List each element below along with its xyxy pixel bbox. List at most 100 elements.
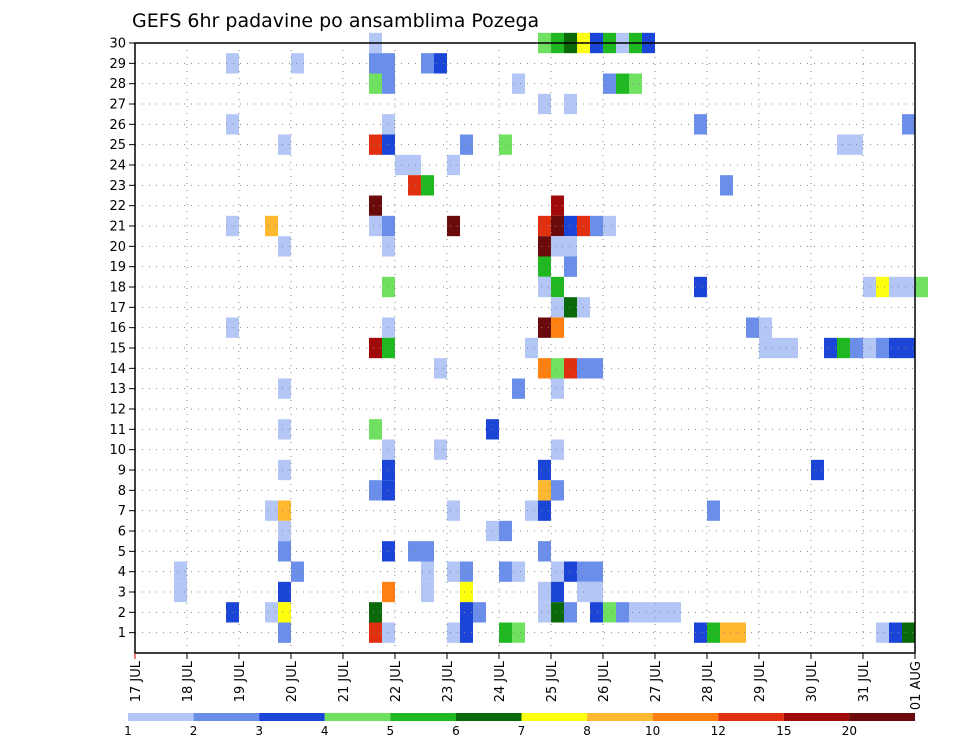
- y-tick-label: 9: [118, 464, 126, 479]
- colorbar-label: 20: [842, 724, 857, 738]
- y-tick-label: 11: [109, 423, 126, 438]
- heatmap-cell: [785, 337, 798, 359]
- heatmap-cell: [382, 236, 395, 257]
- heatmap-cell: [408, 175, 421, 196]
- heatmap-cell: [499, 520, 512, 542]
- heatmap-cell: [902, 276, 915, 298]
- heatmap-cell: [837, 337, 850, 359]
- heatmap-cell: [538, 480, 551, 501]
- heatmap-cell: [226, 215, 239, 237]
- heatmap-cell: [278, 602, 291, 623]
- heatmap-cell: [720, 622, 733, 643]
- heatmap-cell: [382, 459, 395, 481]
- heatmap-cell: [538, 236, 551, 257]
- heatmap-cell: [460, 622, 473, 643]
- heatmap-cell: [278, 581, 291, 603]
- heatmap-cell: [408, 541, 421, 562]
- heatmap-cell: [226, 53, 239, 74]
- heatmap-cell: [551, 317, 564, 338]
- heatmap-cell: [772, 337, 785, 359]
- heatmap-cell: [551, 358, 564, 379]
- heatmap-cell: [369, 622, 382, 643]
- colorbar-swatch: [849, 713, 915, 721]
- heatmap-cell: [590, 561, 603, 582]
- heatmap-cell: [889, 276, 902, 298]
- heatmap-cell: [538, 93, 551, 115]
- heatmap-cell: [291, 561, 304, 582]
- heatmap-cell: [889, 622, 902, 643]
- heatmap-cell: [538, 602, 551, 623]
- heatmap-cell: [382, 114, 395, 135]
- heatmap-cell: [369, 134, 382, 155]
- heatmap-cell: [551, 236, 564, 257]
- colorbar-label: 4: [321, 724, 329, 738]
- heatmap-cell: [265, 602, 278, 623]
- colorbar-label: 12: [711, 724, 726, 738]
- heatmap-cell: [291, 53, 304, 74]
- heatmap-cell: [694, 276, 707, 298]
- y-tick-label: 10: [109, 443, 126, 458]
- y-tick-label: 26: [109, 118, 126, 133]
- x-tick-label: 20 JUL: [285, 660, 300, 702]
- heatmap-cell: [460, 581, 473, 603]
- heatmap-cell: [655, 602, 668, 623]
- colorbar-label: 3: [255, 724, 263, 738]
- heatmap-cell: [538, 541, 551, 562]
- heatmap-cell: [551, 602, 564, 623]
- heatmap-cell: [551, 480, 564, 501]
- heatmap-cell: [369, 53, 382, 74]
- heatmap-cell: [369, 602, 382, 623]
- heatmap-cell: [382, 73, 395, 94]
- heatmap-cell: [278, 419, 291, 440]
- colorbar-swatch: [652, 713, 719, 721]
- heatmap-cell: [265, 500, 278, 521]
- heatmap-cell: [564, 215, 577, 237]
- y-tick-label: 28: [109, 77, 126, 92]
- y-tick-label: 2: [118, 606, 126, 621]
- heatmap-cell: [525, 500, 538, 521]
- heatmap-cell: [876, 276, 889, 298]
- heatmap-cell: [551, 276, 564, 298]
- colorbar-label: 2: [190, 724, 198, 738]
- heatmap-cell: [863, 276, 876, 298]
- x-tick-label: 27 JUL: [649, 660, 664, 702]
- y-tick-label: 18: [109, 281, 126, 296]
- colorbar-swatch: [718, 713, 784, 721]
- y-tick-label: 14: [109, 362, 126, 377]
- heatmap-cell: [538, 500, 551, 521]
- heatmap-cell: [915, 276, 928, 298]
- heatmap-cell: [226, 114, 239, 135]
- heatmap-cell: [447, 622, 460, 643]
- heatmap-cell: [720, 175, 733, 196]
- heatmap-cell: [551, 439, 564, 460]
- heatmap-cells: [174, 32, 928, 643]
- y-tick-label: 15: [109, 342, 126, 357]
- heatmap-cell: [499, 622, 512, 643]
- y-tick-label: 1: [118, 626, 126, 641]
- heatmap-cell: [499, 561, 512, 582]
- heatmap-cell: [460, 602, 473, 623]
- x-tick-label: 24 JUL: [493, 660, 508, 702]
- heatmap-cell: [876, 622, 889, 643]
- y-tick-label: 27: [109, 98, 126, 113]
- heatmap-cell: [616, 602, 629, 623]
- heatmap-cell: [265, 215, 278, 237]
- y-tick-label: 16: [109, 321, 126, 336]
- y-tick-label: 30: [109, 37, 126, 52]
- heatmap-cell: [616, 73, 629, 94]
- heatmap-cell: [512, 73, 525, 94]
- colorbar-swatch: [587, 713, 653, 721]
- x-axis: 17 JUL 18 JUL 19 JUL 20 JUL 21 JUL 22 JUL 23 J…: [129, 653, 924, 710]
- x-tick-label: 17 JUL: [129, 660, 144, 702]
- colorbar-label: 10: [645, 724, 660, 738]
- y-axis: 1234567891011121314151617181920212223242…: [109, 37, 135, 641]
- heatmap-cell: [824, 337, 837, 359]
- y-tick-label: 24: [109, 159, 126, 174]
- heatmap-cell: [369, 337, 382, 359]
- colorbar-label: 8: [583, 724, 591, 738]
- heatmap-cell: [564, 297, 577, 318]
- heatmap-cell: [863, 337, 876, 359]
- colorbar-legend: 1 2 3 4 5 6 7 8 10 12 15 20: [124, 713, 915, 738]
- colorbar-swatch: [455, 713, 522, 721]
